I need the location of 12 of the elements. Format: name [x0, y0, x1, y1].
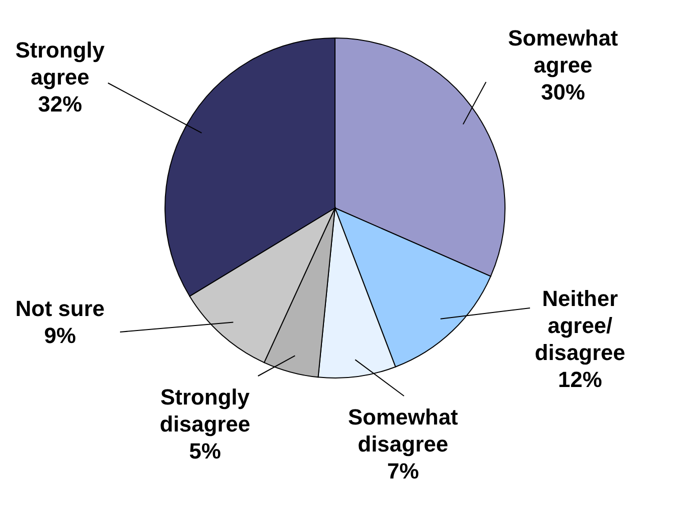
slice-label: Somewhat disagree [348, 404, 459, 456]
slice-label: Neither agree/disagree [534, 286, 626, 365]
slice-label: Not sure [15, 296, 105, 321]
slice-label: Strongly disagree [160, 384, 250, 436]
slice-label: Strongly agree [15, 38, 106, 90]
data-label: 7% [387, 458, 419, 484]
slice-label: Somewhat agree [508, 26, 619, 78]
data-label: 12% [558, 367, 602, 392]
data-label: 32% [38, 92, 82, 116]
data-label: 30% [540, 80, 586, 104]
data-label: 5% [189, 438, 221, 464]
data-label: 9% [44, 323, 76, 348]
